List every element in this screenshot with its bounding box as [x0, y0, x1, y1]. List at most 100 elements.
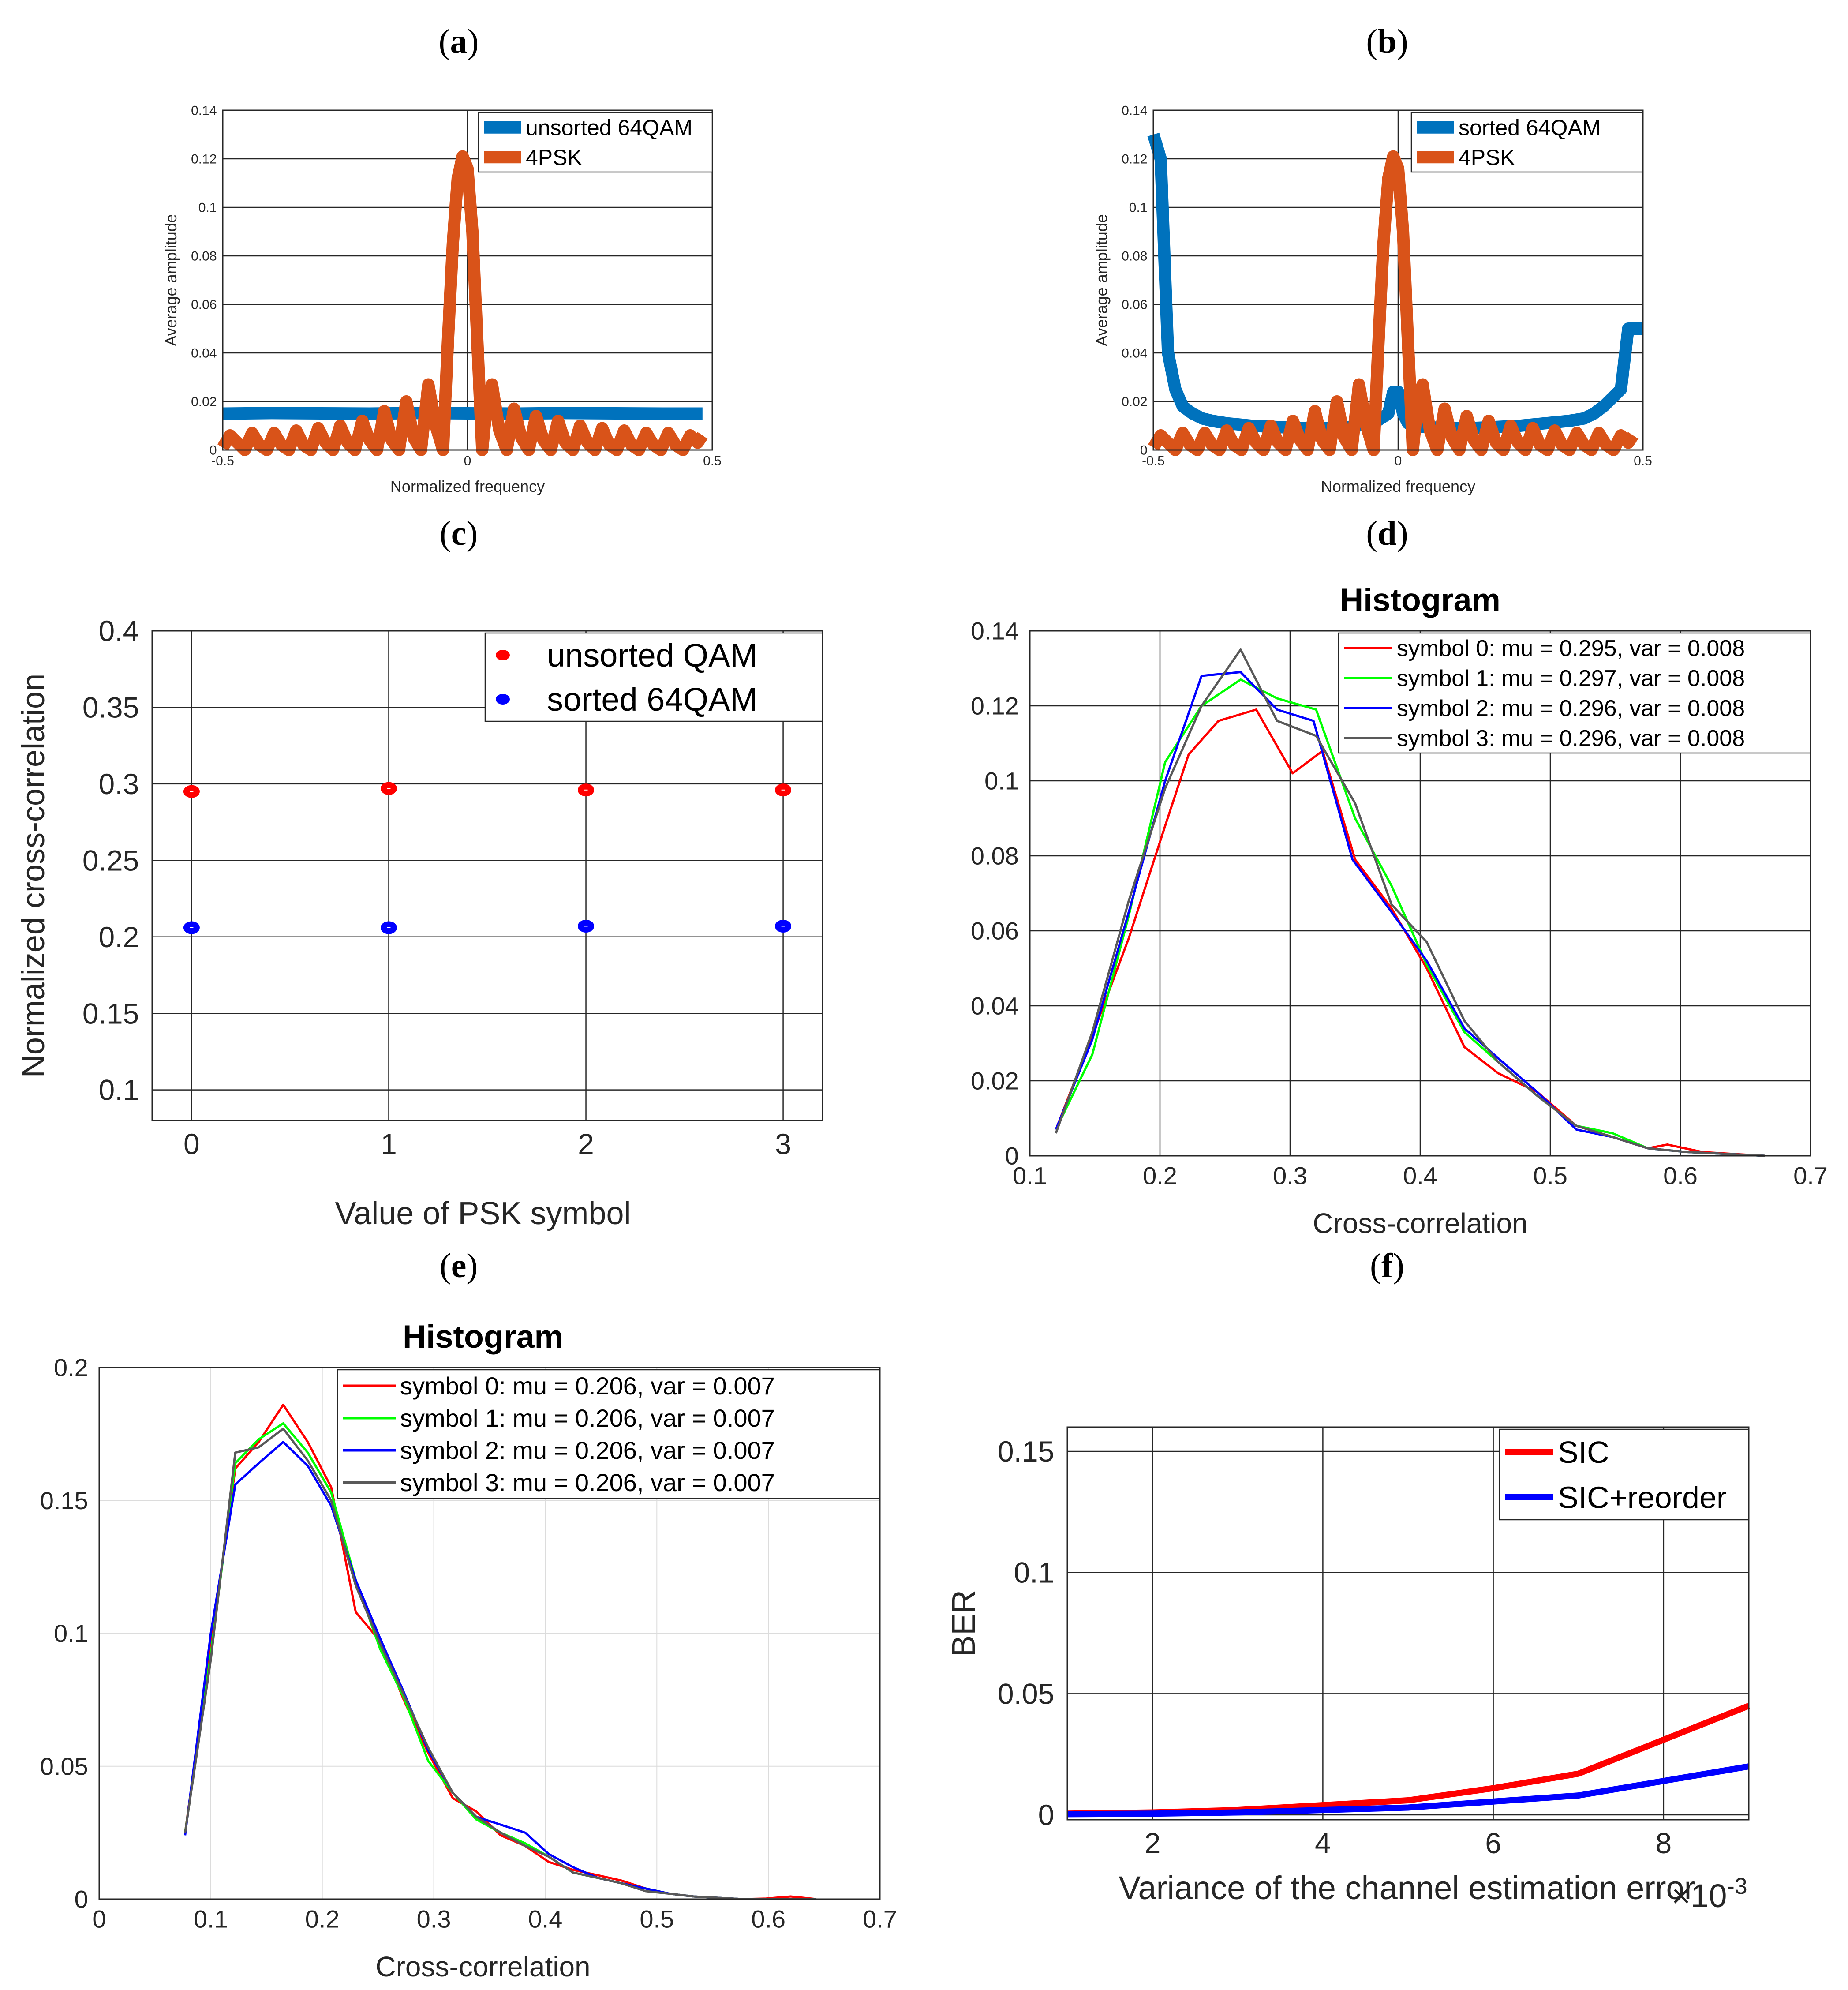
x-tick-label: 0.7 — [1793, 1162, 1828, 1189]
panel-label: (c) — [440, 514, 478, 552]
y-tick-label: 0.1 — [1014, 1556, 1055, 1589]
panel-label-open: ( — [1370, 1246, 1381, 1285]
y-tick-label: 0.12 — [1122, 152, 1147, 167]
chart-b: (b)00.020.040.060.080.10.120.14-0.5 0 0.5N… — [1092, 22, 1652, 495]
x-tick-label: -0.5 — [1142, 454, 1165, 468]
panel-label: (f) — [1370, 1246, 1404, 1285]
x-tick-label: 0.1 — [1013, 1162, 1047, 1189]
chart-title: Histogram — [1340, 581, 1500, 618]
x-tick-label: 0.7 — [863, 1905, 897, 1933]
legend-marker — [496, 650, 510, 660]
legend: symbol 0: mu = 0.295, var = 0.008 symbol … — [1338, 632, 1811, 754]
x-axis-title: Normalized frequency — [1321, 477, 1475, 495]
y-tick-label: 0.25 — [82, 844, 139, 877]
series-line — [1147, 132, 1643, 435]
x-tick-label: 0.3 — [417, 1905, 451, 1933]
legend-label: symbol 2: mu = 0.206, var = 0.007 — [400, 1436, 775, 1464]
panel-label-open: ( — [440, 1246, 451, 1285]
panel-label-letter: b — [1377, 22, 1396, 60]
legend-label: symbol 2: mu = 0.296, var = 0.008 — [1397, 696, 1745, 721]
legend-label: SIC+reorder — [1558, 1480, 1727, 1514]
chart-title: Histogram — [403, 1318, 563, 1355]
series-group — [1067, 1703, 1750, 1818]
x-axis-title: Normalized frequency — [390, 477, 545, 495]
legend-marker — [496, 694, 510, 705]
series-group — [217, 150, 708, 456]
x-tick-label: 0.3 — [1273, 1162, 1307, 1189]
legend-label: symbol 1: mu = 0.206, var = 0.007 — [400, 1404, 775, 1432]
x-tick-label: 0.4 — [528, 1905, 562, 1933]
y-tick-label: 0.2 — [99, 921, 139, 953]
x-axis-title: Value of PSK symbol — [335, 1196, 631, 1231]
chart-e: (e) 0 0.05 0.1 0.15 0.2 0 0.1 0.2 0.3 0.4 0.5 0.6 0.7… — [40, 1246, 897, 1983]
y-tick-label: 0.1 — [54, 1619, 88, 1647]
legend-label: sorted 64QAM — [1459, 115, 1601, 140]
y-tick-label: 0.1 — [984, 767, 1019, 795]
x-tick-label: 0.5 — [640, 1905, 674, 1933]
series-line — [184, 1428, 816, 1900]
x-exponent-base: ×10 — [1672, 1878, 1727, 1914]
y-tick-label: 0.35 — [82, 691, 139, 724]
x-exponent-power: -3 — [1727, 1873, 1747, 1899]
panel-label-letter: c — [451, 514, 467, 552]
y-tick-label: 0.4 — [99, 615, 139, 647]
y-tick-label: 0.1 — [99, 1074, 139, 1106]
series-group — [1147, 132, 1643, 456]
x-tick-label: -0.5 — [211, 454, 234, 468]
y-tick-label: 0.1 — [198, 201, 217, 215]
panel-label-letter: f — [1381, 1246, 1393, 1285]
x-tick-label: 0 — [183, 1128, 200, 1160]
y-tick-label: 0 — [1038, 1799, 1055, 1831]
legend-label: 4PSK — [1459, 145, 1515, 170]
y-tick-label: 0.02 — [971, 1067, 1019, 1095]
x-tick-label: 0 — [464, 454, 471, 468]
chart-c: (c) 0.1 0.15 0.2 0.25 0.3 0.35 0.4 0 1 2 3 Value of … — [16, 514, 823, 1231]
legend-label: sorted 64QAM — [547, 681, 757, 718]
legend-box — [337, 1369, 881, 1499]
y-tick-label: 0.04 — [191, 346, 217, 361]
panel-label-open: ( — [439, 22, 450, 60]
panel-label: (b) — [1366, 22, 1408, 60]
y-tick-label: 0 — [1005, 1142, 1019, 1170]
y-tick-label: 0.02 — [191, 395, 217, 409]
x-tick-label: 6 — [1485, 1827, 1501, 1859]
y-tick-label: 0.14 — [1122, 104, 1147, 118]
x-tick-label: 0 — [1395, 454, 1402, 468]
y-tick-label: 0.14 — [971, 617, 1019, 645]
legend-label: unsorted QAM — [547, 637, 757, 674]
y-tick-label: 0.3 — [99, 768, 139, 800]
x-tick-label: 3 — [775, 1128, 791, 1160]
legend-box — [484, 632, 823, 722]
chart-d: (d) 0 0.02 0.04 0.06 0.08 0.1 0.12 0.14 0.1 0.2 0.3… — [971, 514, 1828, 1239]
x-tick-label: 0.2 — [305, 1905, 340, 1933]
x-tick-label: 2 — [578, 1128, 594, 1160]
x-tick-label: 2 — [1145, 1827, 1161, 1859]
series-group — [1055, 648, 1765, 1157]
panel-label: (a) — [439, 22, 479, 60]
panel-label-open: ( — [440, 514, 451, 552]
legend: SIC SIC+reorder — [1499, 1428, 1750, 1521]
y-tick-label: 0.04 — [971, 992, 1019, 1020]
y-tick-label: 0.06 — [971, 917, 1019, 945]
axes-box — [98, 1367, 881, 1900]
legend-box — [1499, 1428, 1750, 1521]
axes-box — [151, 630, 823, 1121]
legend-label: unsorted 64QAM — [526, 115, 692, 140]
x-tick-label: 8 — [1656, 1827, 1672, 1859]
series-line — [217, 150, 708, 456]
legend-label: symbol 1: mu = 0.297, var = 0.008 — [1397, 666, 1745, 691]
legend-label: symbol 3: mu = 0.206, var = 0.007 — [400, 1469, 775, 1496]
y-tick-label: 0.15 — [82, 997, 139, 1030]
panel-label-letter: e — [451, 1246, 467, 1285]
x-tick-label: 0.5 — [703, 454, 722, 468]
legend: symbol 0: mu = 0.206, var = 0.007 symbol … — [337, 1369, 881, 1499]
panel-label-letter: a — [450, 22, 468, 60]
x-tick-label: 0.5 — [1634, 454, 1652, 468]
panel-label-letter: d — [1377, 514, 1396, 552]
y-tick-label: 0.05 — [998, 1677, 1054, 1710]
panel-label-close: ) — [466, 514, 478, 552]
x-tick-label: 0.1 — [194, 1905, 228, 1933]
y-tick-label: 0.05 — [40, 1752, 88, 1780]
y-axis-title: BER — [945, 1590, 982, 1657]
